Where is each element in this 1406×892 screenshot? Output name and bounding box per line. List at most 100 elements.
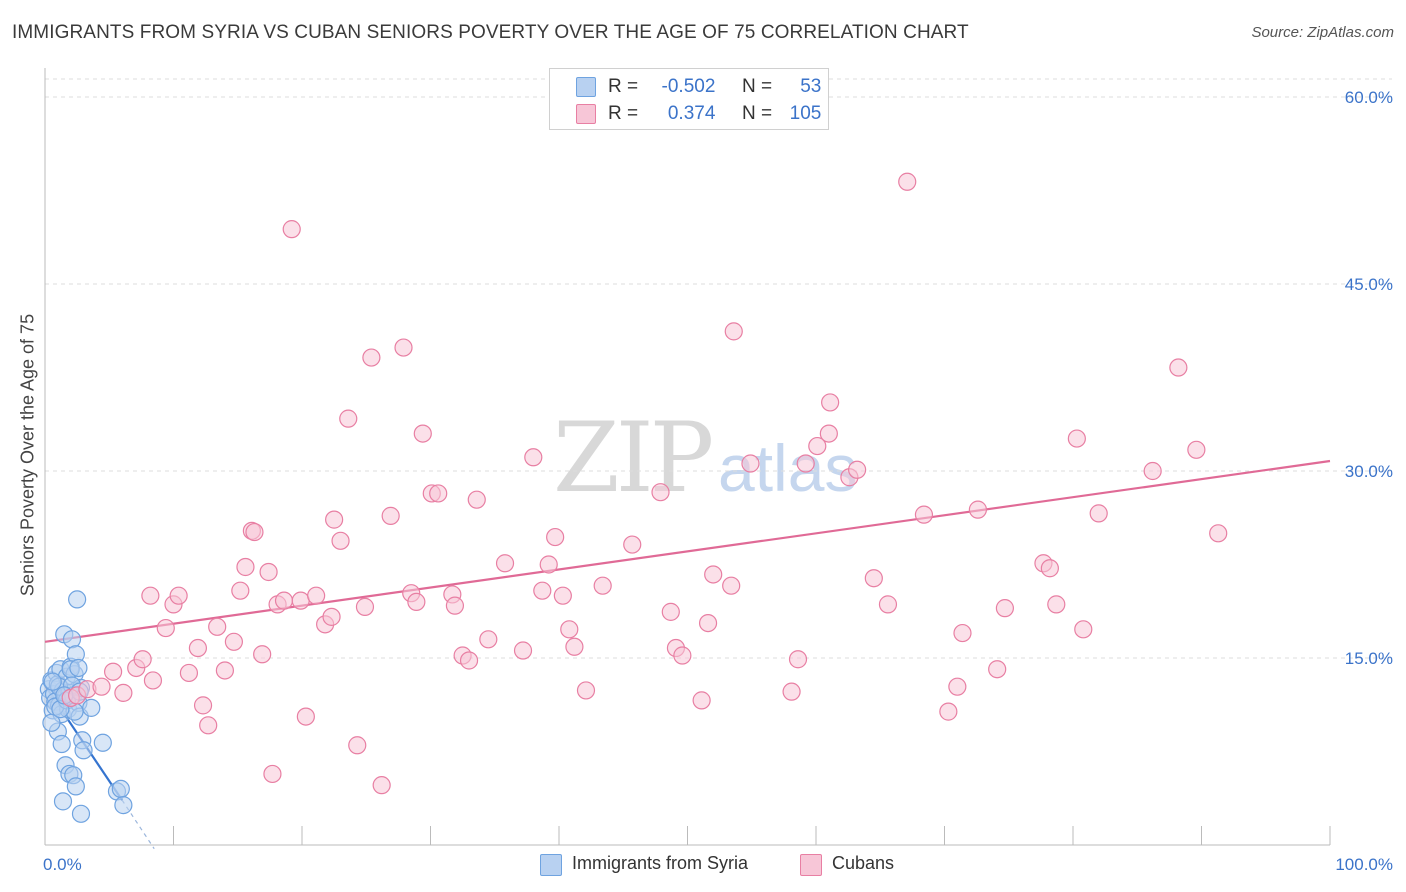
syria-point <box>93 733 112 752</box>
cubans-point <box>259 562 278 582</box>
cubans-point <box>322 607 341 626</box>
cubans-point <box>948 677 967 696</box>
cubans-point <box>307 586 326 605</box>
cubans-point <box>953 623 972 643</box>
cubans-point <box>914 505 934 524</box>
cubans-point <box>1143 461 1162 481</box>
watermark-atlas: atlas <box>718 431 858 505</box>
cubans-point <box>445 596 465 615</box>
cubans-point <box>698 613 718 633</box>
cubans-point <box>413 424 432 443</box>
cubans-point <box>673 646 692 665</box>
cubans-point <box>381 506 400 525</box>
y-tick-label: 45.0% <box>1345 275 1393 294</box>
cubans-point <box>253 645 272 664</box>
cubans-point <box>114 683 133 703</box>
cubans-point <box>1209 524 1228 543</box>
legend-n-value-syria: 53 <box>800 76 822 97</box>
correlation-legend: R = -0.502 N = 53 R = 0.374 N = 105 <box>549 68 829 130</box>
cubans-point <box>179 663 199 683</box>
syria-point <box>62 630 82 649</box>
cubans-point <box>565 637 584 656</box>
cubans-point <box>339 409 358 428</box>
cubans-point <box>1047 595 1066 614</box>
syria-point <box>68 590 87 609</box>
cubans-point <box>704 565 723 584</box>
cubans-point <box>788 650 808 669</box>
cubans-point <box>878 595 898 614</box>
cubans-point <box>429 484 448 503</box>
y-tick-label: 60.0% <box>1345 88 1393 107</box>
cubans-point <box>362 348 381 367</box>
cubans-point <box>156 618 175 638</box>
syria-point <box>52 734 71 754</box>
cubans-point <box>348 736 367 755</box>
cubans-point <box>593 576 612 595</box>
cubans-point <box>1067 429 1086 448</box>
legend-text-cubans: R = 0.374 N = 105 <box>608 103 821 125</box>
cubans-point <box>193 696 213 715</box>
cubans-point <box>1187 440 1206 459</box>
cubans-point <box>141 586 160 605</box>
cubans-point <box>539 555 558 574</box>
cubans-point <box>224 632 243 651</box>
cubans-point <box>623 535 642 554</box>
syria-point <box>114 796 133 815</box>
syria-point <box>82 698 101 717</box>
cubans-point <box>169 586 188 605</box>
cubans-point <box>325 510 344 529</box>
cubans-point <box>1074 620 1093 639</box>
series-swatch-syria <box>540 854 562 876</box>
cubans-point <box>864 569 883 588</box>
cubans-point <box>1040 559 1059 578</box>
cubans-point <box>199 716 218 735</box>
legend-r-value-syria: -0.502 <box>661 76 716 97</box>
cubans-point <box>553 586 572 605</box>
legend-r-label: R = <box>608 103 639 124</box>
syria-point <box>74 741 93 760</box>
cubans-point <box>215 661 234 680</box>
source-label: Source: ZipAtlas.com <box>1251 24 1394 41</box>
cubans-point <box>208 617 227 636</box>
cubans-point <box>692 691 711 710</box>
cubans-point <box>819 424 838 443</box>
cubans-point <box>741 454 760 473</box>
cubans-point <box>104 662 123 681</box>
legend-swatch-syria <box>576 77 596 97</box>
cubans-point <box>576 681 596 700</box>
cubans-point <box>968 500 988 519</box>
cubans-point <box>995 599 1014 618</box>
cubans-point <box>533 581 552 600</box>
cubans-point <box>231 581 250 600</box>
cubans-point <box>263 764 282 784</box>
syria-point <box>69 658 88 678</box>
cubans-point <box>782 682 801 701</box>
legend-n-value-cubans: 105 <box>789 103 822 124</box>
cubans-point <box>467 490 486 509</box>
cubans-point <box>560 620 579 639</box>
cubans-point <box>355 597 375 616</box>
cubans-point <box>92 677 111 696</box>
cubans-point <box>821 393 840 412</box>
legend-n-label: N = <box>741 76 773 97</box>
syria-point <box>71 804 91 823</box>
legend-swatch-cubans <box>576 104 596 124</box>
legend-r-label: R = <box>608 76 639 97</box>
cubans-point <box>898 172 917 191</box>
legend-r-value-cubans: 0.374 <box>667 103 716 124</box>
syria-point <box>43 672 62 691</box>
cubans-point <box>236 557 255 577</box>
cubans-trend-line <box>44 459 1331 643</box>
axes <box>44 68 1331 846</box>
cubans-point <box>331 531 350 550</box>
cubans-point <box>1089 504 1108 523</box>
cubans-point <box>372 776 391 795</box>
cubans-point <box>724 322 743 341</box>
chart-title: IMMIGRANTS FROM SYRIA VS CUBAN SENIORS P… <box>12 22 969 43</box>
cubans-point <box>407 592 426 612</box>
cubans-point <box>651 483 670 502</box>
cubans-point <box>282 220 301 239</box>
cubans-point <box>394 338 413 357</box>
cubans-point <box>524 448 543 467</box>
cubans-point <box>274 591 294 610</box>
